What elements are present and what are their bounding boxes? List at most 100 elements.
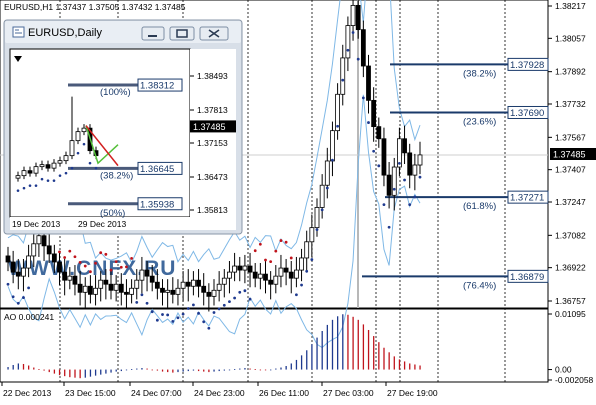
candle-body (134, 279, 140, 289)
ao-bar (331, 319, 334, 370)
sar-dot (212, 311, 216, 314)
candle-body (304, 241, 310, 259)
inset-candle-body (75, 131, 81, 142)
fib-percent-label: (61.8%) (463, 201, 496, 212)
ao-bar (275, 368, 277, 370)
ao-bar (172, 369, 174, 373)
ao-bar (373, 336, 375, 370)
candle-body (324, 160, 330, 186)
candle-body (113, 283, 119, 291)
fib-percent-label: (38.2%) (463, 68, 496, 79)
sar-dot (315, 228, 319, 232)
ao-bar (264, 369, 267, 371)
candle-body (252, 271, 258, 279)
lower-band (7, 94, 421, 349)
sar-dot (155, 318, 159, 322)
sar-dot (83, 264, 87, 268)
sar-dot (73, 255, 77, 259)
ao-tick-label: 0.01095 (555, 309, 586, 319)
ao-bar (270, 369, 272, 371)
candle-body (360, 29, 366, 67)
candle-body (98, 279, 104, 289)
ao-bar (105, 369, 107, 374)
candle-body (371, 99, 377, 128)
sar-dot (372, 149, 376, 153)
inset-candle-body (21, 170, 27, 177)
inset-candle-body (81, 127, 87, 133)
candle-body (340, 57, 346, 95)
candle-body (26, 255, 32, 269)
ao-bar (120, 369, 122, 372)
candle-body (144, 269, 150, 277)
sar-dot (63, 256, 67, 259)
inset-window-daily[interactable]: EURUSD,Daily 1.38312 (100%) 1.36645 (38.2%)… (3, 19, 243, 235)
ao-tick-label: -0.002058 (555, 375, 594, 385)
ao-bar (136, 368, 138, 370)
ao-bar (290, 363, 292, 370)
sar-dot (320, 208, 324, 212)
candle-body (196, 279, 201, 287)
candle-body (391, 166, 397, 196)
sar-dot (11, 295, 15, 299)
candle-body (41, 235, 47, 247)
sar-dot (140, 293, 144, 297)
ao-bar (342, 314, 344, 370)
candle-body (36, 235, 42, 245)
sar-dot (238, 290, 242, 294)
sar-dot (68, 249, 72, 253)
inset-level-box (137, 161, 183, 175)
sar-dot (258, 242, 262, 246)
ao-bar (151, 369, 153, 371)
inset-sar-dot (70, 166, 74, 170)
time-tick-label: 23 Dec 15:00 (65, 388, 116, 398)
minimize-button[interactable] (141, 26, 165, 41)
sar-dot (207, 326, 211, 330)
sar-dot (295, 293, 298, 297)
inset-sar-dot (40, 177, 44, 181)
close-button[interactable] (199, 26, 229, 41)
ao-bar (388, 352, 390, 370)
candle-body (216, 283, 222, 291)
price-tick-label: 1.38217 (555, 1, 586, 11)
fib-price-box (507, 105, 549, 119)
ao-bar (352, 316, 354, 370)
inset-price-label: 1.37813 (197, 105, 228, 115)
ao-bar (167, 369, 169, 373)
inset-plot-frame (9, 48, 191, 218)
fib-percent-label: (76.4%) (463, 280, 496, 291)
time-tick-label: 24 Dec 23:00 (194, 388, 245, 398)
candle-body (211, 289, 217, 297)
sar-dot (413, 195, 417, 199)
candle-body (206, 291, 212, 297)
candle-body (319, 184, 325, 208)
candle-body (46, 245, 52, 255)
candle-body (149, 275, 155, 283)
ao-bar (306, 350, 308, 370)
candle-body (88, 285, 93, 295)
fibonacci-levels[interactable]: (38.2%) 1.37928 (23.6%) 1.37690 (61.8%) 1.372… (362, 57, 549, 291)
fib-price-label: 1.37690 (510, 108, 544, 119)
ao-bar (141, 368, 143, 370)
ao-bar (110, 369, 112, 373)
ao-bar (125, 369, 128, 371)
candle-body (165, 289, 171, 293)
inset-candle-body (39, 164, 45, 168)
restore-button[interactable] (169, 26, 195, 41)
inset-level-price: 1.36645 (140, 164, 174, 175)
ao-bar (218, 369, 220, 372)
inset-time-axis-bg (10, 217, 236, 230)
ao-bar (69, 369, 71, 378)
inset-candle-body (57, 160, 63, 164)
ao-bar (244, 368, 246, 370)
ao-bar (43, 369, 45, 371)
inset-projection-red (85, 125, 119, 167)
ao-bar (22, 363, 25, 370)
candle-body (175, 287, 181, 295)
sar-dot (89, 270, 92, 274)
ao-bar (337, 316, 339, 370)
ao-bar (249, 368, 251, 370)
ao-bar (192, 369, 195, 371)
fib-price-box (507, 269, 549, 283)
sar-dot (166, 313, 170, 317)
